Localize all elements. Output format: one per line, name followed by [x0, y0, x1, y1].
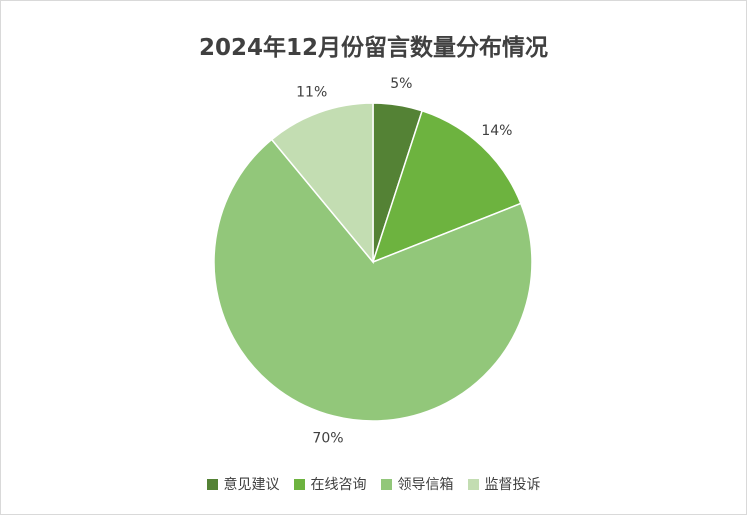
- data-label: 5%: [390, 76, 412, 92]
- legend: 意见建议 在线咨询 领导信箱 监督投诉: [0, 474, 747, 494]
- legend-item-leader-mailbox: 领导信箱: [380, 474, 454, 494]
- legend-label: 意见建议: [223, 477, 280, 493]
- legend-swatch: [380, 478, 392, 490]
- legend-swatch: [293, 478, 305, 490]
- data-label: 70%: [312, 430, 343, 446]
- legend-item-complaints: 监督投诉: [467, 474, 541, 494]
- legend-label: 领导信箱: [397, 477, 454, 493]
- pie-slice-leader-mailbox: [213, 138, 533, 422]
- data-label: 11%: [296, 85, 327, 101]
- legend-swatch: [467, 478, 479, 490]
- legend-label: 在线咨询: [310, 477, 367, 493]
- legend-item-online-consult: 在线咨询: [293, 474, 367, 494]
- legend-label: 监督投诉: [484, 477, 541, 493]
- pie-slice-online-consult: [371, 109, 522, 264]
- chart-title: 2024年12月份留言数量分布情况: [198, 35, 549, 61]
- pie-slice-complaints: [270, 102, 374, 265]
- data-label: 14%: [481, 123, 512, 139]
- legend-swatch: [206, 478, 218, 490]
- legend-item-suggestions: 意见建议: [206, 474, 280, 494]
